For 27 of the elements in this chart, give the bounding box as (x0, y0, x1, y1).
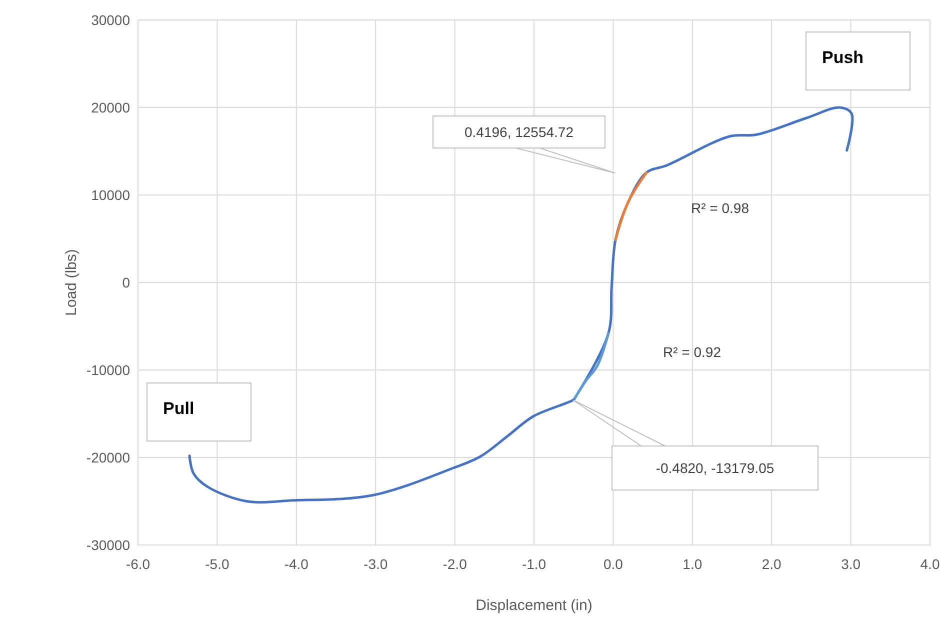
x-tick-label: 3.0 (841, 556, 861, 572)
x-tick-label: -5.0 (205, 556, 230, 572)
y-axis-title: Load (lbs) (63, 249, 80, 316)
x-tick-label: -1.0 (522, 556, 546, 572)
annotation: Pull (163, 398, 194, 418)
y-tick-label: 0 (122, 274, 130, 290)
x-tick-label: 1.0 (682, 556, 702, 572)
annotation: R² = 0.92 (663, 344, 722, 360)
y-tick-label: -30000 (86, 536, 130, 553)
y-tick-label: 30000 (91, 12, 130, 28)
line-series (574, 332, 610, 400)
x-tick-label: 0.0 (603, 556, 624, 572)
x-tick-label: 2.0 (762, 556, 782, 572)
y-tick-label: 10000 (91, 186, 130, 203)
x-tick-label: 4.0 (920, 556, 940, 572)
x-tick-label: -6.0 (126, 556, 150, 572)
x-axis-title: Displacement (in) (476, 597, 592, 614)
y-tick-label: -20000 (86, 449, 130, 466)
y-tick-label: -10000 (86, 362, 130, 378)
y-tick-label: 20000 (91, 99, 130, 116)
x-tick-label: -4.0 (284, 556, 309, 572)
annotation: R² = 0.98 (691, 200, 750, 216)
annotation: Push (822, 48, 864, 67)
annotation: 0.4196, 12554.72 (464, 124, 574, 140)
annotation: -0.4820, -13179.05 (656, 460, 774, 476)
x-tick-label: -2.0 (442, 556, 468, 572)
x-tick-label: -3.0 (364, 556, 388, 572)
